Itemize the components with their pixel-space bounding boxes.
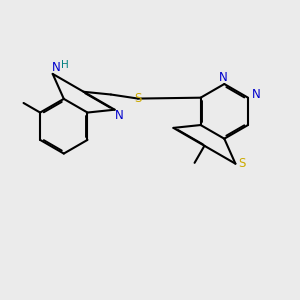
Text: N: N <box>52 61 61 74</box>
Text: S: S <box>134 92 142 105</box>
Text: N: N <box>218 71 227 84</box>
Text: H: H <box>61 60 69 70</box>
Text: N: N <box>252 88 261 101</box>
Text: N: N <box>115 109 124 122</box>
Text: S: S <box>238 157 246 170</box>
